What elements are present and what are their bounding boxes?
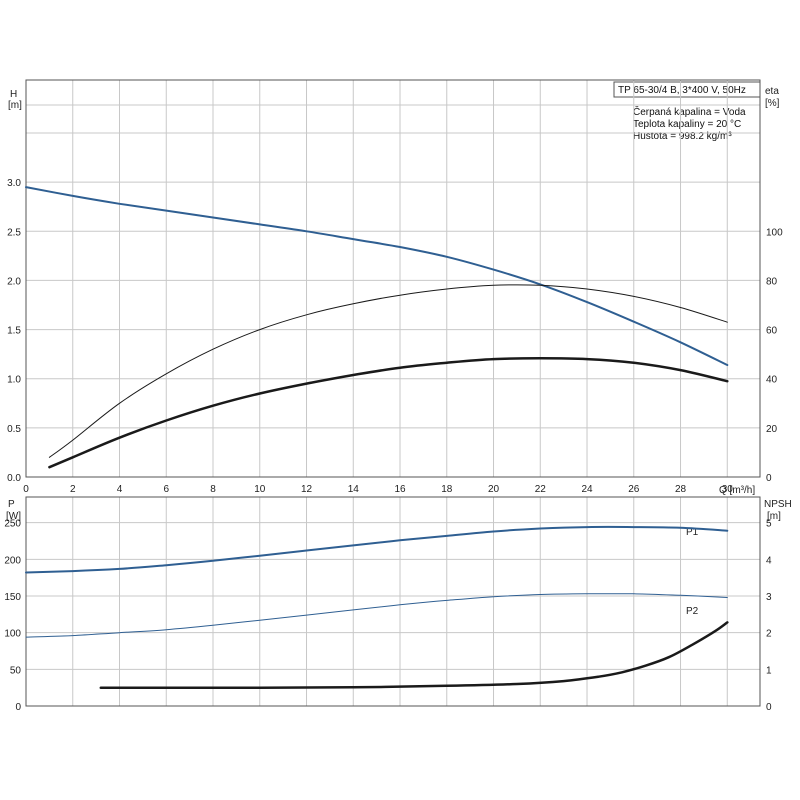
right-axis-tick-label: 20 xyxy=(766,424,778,435)
top-right-axis-title: eta xyxy=(765,86,779,97)
top-left-axis-unit: [m] xyxy=(8,100,22,111)
bottom-left-axis-title: P xyxy=(8,499,15,510)
x-axis-tick-label: 24 xyxy=(581,484,593,495)
right-axis-tick-label: 3 xyxy=(766,592,772,603)
x-axis-tick-label: 6 xyxy=(163,484,169,495)
left-axis-tick-label: 2.5 xyxy=(7,227,21,238)
right-axis-tick-label: 2 xyxy=(766,629,772,640)
right-axis-tick-label: 1 xyxy=(766,665,772,676)
x-axis-tick-label: 14 xyxy=(348,484,360,495)
right-axis-tick-label: 5 xyxy=(766,519,772,530)
top-right-axis-unit: [%] xyxy=(765,98,780,109)
x-axis-tick-label: 8 xyxy=(210,484,216,495)
top-left-axis-title: H xyxy=(10,89,17,100)
x-axis-tick-label: 22 xyxy=(535,484,547,495)
pump-title: TP 65-30/4 B, 3*400 V, 50Hz xyxy=(618,85,746,96)
left-axis-tick-label: 0.5 xyxy=(7,424,21,435)
x-axis-tick-label: 12 xyxy=(301,484,313,495)
x-axis-tick-label: 10 xyxy=(254,484,266,495)
left-axis-tick-label: 0.0 xyxy=(7,473,21,484)
top-series-line-1 xyxy=(48,284,728,458)
left-axis-tick-label: 250 xyxy=(4,519,21,530)
left-axis-tick-label: 1.0 xyxy=(7,375,21,386)
x-axis-tick-label: 4 xyxy=(117,484,123,495)
bottom-series-line-0 xyxy=(25,525,729,574)
left-axis-tick-label: 150 xyxy=(4,592,21,603)
left-axis-tick-label: 0 xyxy=(15,702,21,713)
right-axis-tick-label: 0 xyxy=(766,702,772,713)
temperature-text: Teplota kapaliny = 20 °C xyxy=(633,119,741,130)
x-axis-tick-label: 28 xyxy=(675,484,687,495)
x-axis-tick-label: 20 xyxy=(488,484,500,495)
info-box: TP 65-30/4 B, 3*400 V, 50Hz Čerpaná kapa… xyxy=(613,81,761,142)
top-series-line-0 xyxy=(25,186,729,366)
right-axis-tick-label: 60 xyxy=(766,326,778,337)
liquid-text: Čerpaná kapalina = Voda xyxy=(633,105,746,118)
bottom-right-axis-title: NPSH xyxy=(764,499,792,510)
bottom-series-line-1 xyxy=(25,593,728,638)
left-axis-tick-label: 1.5 xyxy=(7,326,21,337)
left-axis-tick-label: 200 xyxy=(4,555,21,566)
right-axis-tick-label: 4 xyxy=(766,555,772,566)
right-axis-tick-label: 100 xyxy=(766,227,783,238)
x-axis-tick-label: 16 xyxy=(394,484,406,495)
series-label-p1: P1 xyxy=(686,527,699,538)
x-axis-tick-label: 0 xyxy=(23,484,29,495)
x-axis-tick-label: 30 xyxy=(722,484,734,495)
x-axis-tick-label: 18 xyxy=(441,484,453,495)
plot-frame xyxy=(25,496,761,707)
left-axis-tick-label: 3.0 xyxy=(7,178,21,189)
left-axis-tick-label: 2.0 xyxy=(7,276,21,287)
bottom-left-axis-unit: [W] xyxy=(6,511,21,522)
series-label-p2: P2 xyxy=(686,606,699,617)
density-text: Hustota = 998.2 kg/m³ xyxy=(633,131,732,142)
top-series-line-2 xyxy=(48,357,729,469)
right-axis-tick-label: 80 xyxy=(766,276,778,287)
left-axis-tick-label: 50 xyxy=(10,665,22,676)
bottom-right-axis-unit: [m] xyxy=(767,511,781,522)
x-axis-tick-label: 2 xyxy=(70,484,76,495)
right-axis-tick-label: 0 xyxy=(766,473,772,484)
right-axis-tick-label: 40 xyxy=(766,375,778,386)
power-npsh-chart: 0 50 100 150 200 250 0 1 2 3 4 5 xyxy=(4,496,772,713)
top-x-axis-title: Q [m³/h] xyxy=(719,485,755,496)
left-axis-tick-label: 100 xyxy=(4,629,21,640)
x-axis-tick-label: 26 xyxy=(628,484,640,495)
